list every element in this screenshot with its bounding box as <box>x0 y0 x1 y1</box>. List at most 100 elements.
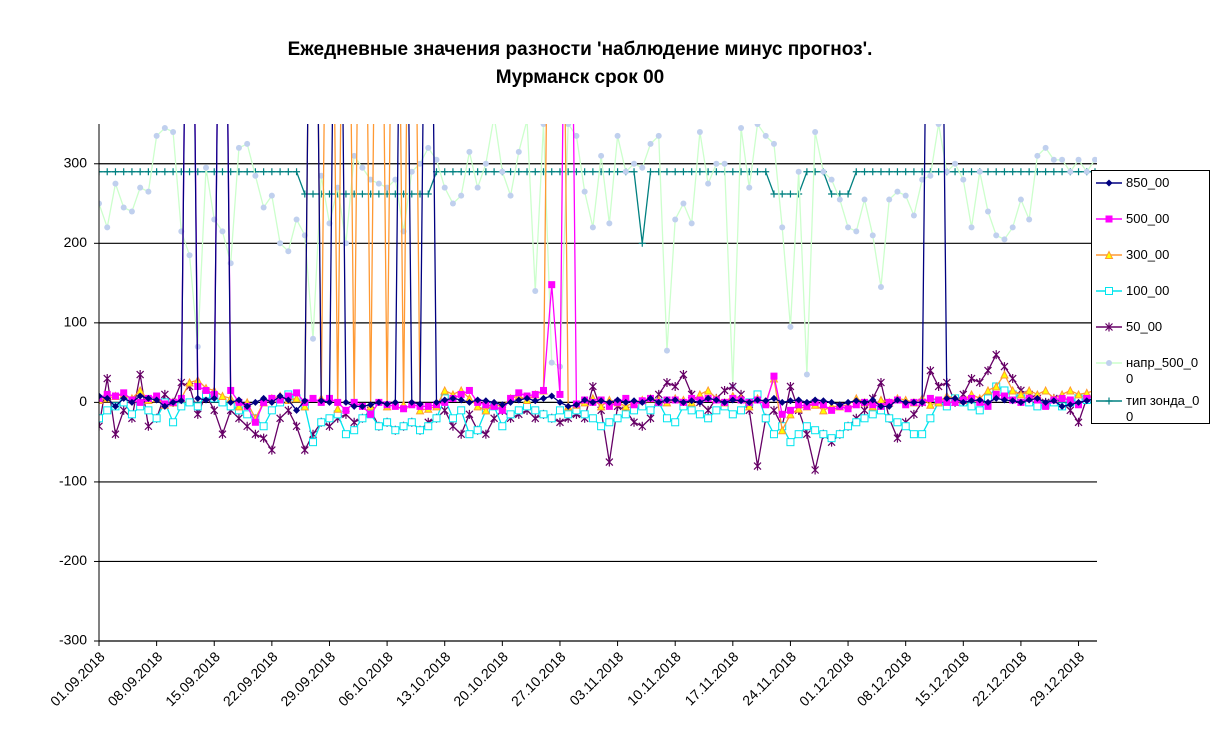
marker <box>778 410 786 418</box>
x-tick-label: 08.09.2018 <box>104 648 165 709</box>
marker <box>203 164 210 171</box>
marker <box>704 405 713 415</box>
marker <box>103 394 111 402</box>
marker <box>778 398 786 406</box>
marker <box>622 168 629 175</box>
marker <box>507 398 515 406</box>
marker <box>260 204 267 211</box>
marker <box>111 429 120 439</box>
x-tick-label: 01.09.2018 <box>47 648 108 709</box>
marker <box>753 461 762 471</box>
marker <box>375 398 383 406</box>
marker <box>926 400 935 409</box>
marker <box>1008 385 1017 395</box>
marker <box>375 180 382 187</box>
marker <box>548 168 556 176</box>
legend-item: 100_00 <box>1092 283 1209 313</box>
marker <box>588 414 597 423</box>
marker <box>424 190 432 198</box>
marker <box>885 398 893 406</box>
marker <box>968 168 976 176</box>
marker <box>860 414 869 423</box>
marker <box>976 396 984 404</box>
marker <box>597 422 606 431</box>
marker <box>622 394 630 402</box>
x-tick-label: 17.11.2018 <box>681 648 741 708</box>
marker <box>416 400 424 408</box>
marker <box>581 396 589 404</box>
marker <box>424 422 433 431</box>
marker <box>169 398 177 406</box>
marker <box>795 401 803 409</box>
marker <box>803 398 811 406</box>
marker <box>679 398 687 406</box>
marker <box>1104 250 1114 259</box>
marker <box>374 422 383 431</box>
marker <box>754 124 761 127</box>
marker <box>589 398 597 406</box>
marker <box>359 164 366 171</box>
marker <box>136 392 144 400</box>
marker <box>458 192 465 199</box>
marker <box>292 421 301 431</box>
marker <box>902 192 909 199</box>
marker <box>811 465 820 475</box>
marker <box>507 394 515 402</box>
legend: 850_00 500_00 300_00 100_00 50_00 напр_500_00… <box>1091 170 1210 424</box>
marker <box>177 397 185 405</box>
series-line <box>99 124 1096 433</box>
marker <box>597 397 605 405</box>
marker <box>794 404 803 413</box>
marker <box>457 406 466 415</box>
marker <box>367 401 375 409</box>
marker <box>120 389 128 397</box>
marker <box>885 402 893 410</box>
marker <box>342 398 350 406</box>
marker <box>481 429 490 439</box>
marker <box>1075 168 1083 176</box>
marker <box>415 405 425 415</box>
marker <box>300 401 310 411</box>
marker <box>433 156 440 163</box>
marker <box>531 413 540 423</box>
marker <box>1033 394 1041 402</box>
y-tick-label: 0 <box>79 393 87 409</box>
marker <box>334 184 341 191</box>
marker <box>441 184 448 191</box>
marker <box>1000 396 1008 404</box>
marker <box>515 168 523 176</box>
marker <box>614 168 622 176</box>
marker <box>647 140 654 147</box>
marker <box>284 168 292 176</box>
marker <box>424 402 432 410</box>
marker <box>449 200 456 207</box>
marker <box>786 381 795 391</box>
marker <box>136 168 144 176</box>
marker <box>1058 402 1066 410</box>
marker <box>885 168 893 176</box>
marker <box>1000 369 1009 379</box>
marker <box>687 406 696 415</box>
marker <box>927 172 934 179</box>
marker <box>877 402 885 410</box>
marker <box>819 397 827 405</box>
marker <box>573 132 580 139</box>
marker <box>761 414 770 423</box>
marker <box>202 386 210 394</box>
marker <box>548 392 556 400</box>
marker <box>779 224 786 231</box>
marker <box>383 418 392 427</box>
marker <box>844 190 852 198</box>
marker <box>482 160 489 167</box>
marker <box>548 359 555 366</box>
marker <box>861 168 869 176</box>
marker <box>251 429 260 439</box>
marker <box>598 152 605 159</box>
marker <box>325 421 334 431</box>
marker <box>638 421 647 431</box>
marker <box>137 184 144 191</box>
marker <box>268 168 276 176</box>
marker <box>803 371 810 378</box>
marker <box>112 180 119 187</box>
marker <box>605 457 614 467</box>
